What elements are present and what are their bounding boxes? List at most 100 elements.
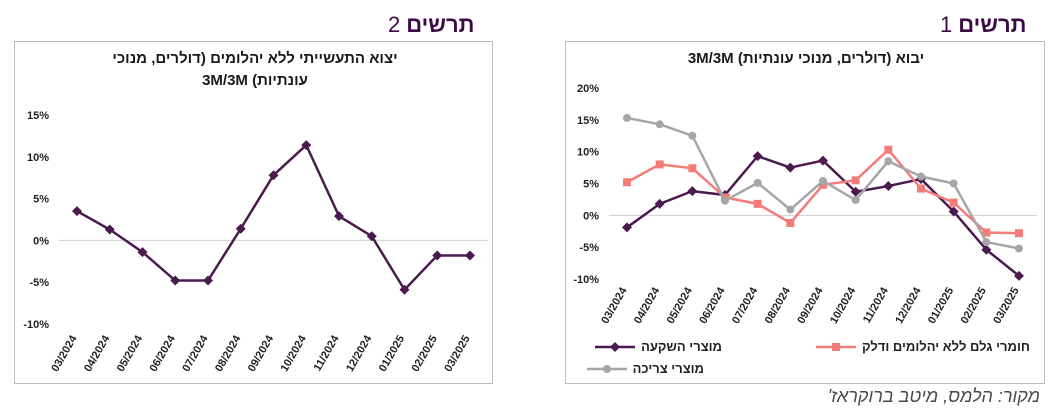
left-xtick-label: 10/2024 (279, 333, 310, 374)
left-xtick-label: 03/2025 (442, 334, 472, 374)
right-xtick-label: 03/2024 (599, 285, 630, 326)
left-point (432, 250, 443, 261)
left-xtick-label: 11/2024 (312, 333, 342, 374)
right-point (753, 178, 762, 187)
right-xtick-label: 01/2025 (926, 286, 956, 326)
left-point (72, 206, 82, 217)
left-point (334, 211, 344, 222)
left-xtick-label: 09/2024 (246, 333, 277, 374)
right-point (688, 131, 697, 140)
right-point (688, 164, 697, 173)
right-point (623, 113, 631, 122)
right-point (982, 228, 991, 237)
left-ytick-label: 15% (27, 110, 49, 122)
left-point (268, 170, 279, 181)
chart-svg-left: -10% -5% 0% 5% 10% 15% 03/2024 04/2024 05/2024 06… (23, 110, 488, 374)
right-point (655, 120, 664, 129)
right-point (785, 162, 796, 173)
left-xtick-label: 03/2024 (49, 333, 80, 374)
left-xtick-label: 08/2024 (213, 333, 244, 374)
right-point (786, 205, 795, 214)
left-point (170, 275, 181, 286)
right-point (1014, 270, 1024, 281)
left-point (203, 275, 213, 286)
left-point (137, 247, 148, 258)
right-point (654, 198, 665, 209)
right-point (883, 181, 894, 192)
right-point (851, 196, 860, 205)
chart-title-right-line-1: יבוא (דולרים, מנוכי עונתיות) 3M/3M (687, 50, 925, 67)
right-point (818, 155, 828, 166)
right-xtick-label: 04/2024 (632, 285, 663, 326)
right-ytick-label: 15% (577, 115, 599, 127)
right-point (622, 222, 632, 233)
right-point (1015, 229, 1023, 238)
right-xtick-label: 12/2024 (893, 285, 924, 326)
right-xtick-label: 07/2024 (730, 285, 761, 326)
right-series-line-0 (626, 154, 1020, 277)
legend-item-investment-goods: מוצרי השקעה (595, 339, 722, 354)
right-point (786, 218, 795, 227)
right-point (981, 244, 992, 255)
right-point (851, 176, 860, 185)
chart-svg-right: -10% -5% 0% 5% 10% 15% 20% 03/2024 04/2024 05/202… (573, 83, 1037, 326)
right-ytick-label: 20% (577, 83, 599, 95)
legend-swatch-investment-goods (595, 340, 636, 354)
left-point (301, 140, 312, 151)
right-point (753, 199, 762, 208)
chart-panel-industrial-exports: יצוא התעשייתי ללא יהלומים (דולרים, מנוכי… (14, 41, 493, 384)
left-ytick-label: -10% (23, 319, 49, 331)
figure-heading-right: תרשים1 (940, 12, 1026, 38)
left-xtick-label: 07/2024 (180, 333, 211, 374)
left-ytick-label: 0% (33, 235, 49, 247)
left-series-line-0 (76, 143, 470, 291)
left-ytick-label: -5% (29, 277, 49, 289)
right-xtick-label: 06/2024 (697, 285, 728, 326)
right-ytick-label: 10% (577, 147, 599, 159)
right-point (850, 186, 861, 197)
chart-title-left-line-1: יצוא התעשייתי ללא יהלומים (דולרים, מנוכי (112, 50, 398, 67)
left-xtick-label: 04/2024 (82, 333, 113, 374)
chart-title-left-line-2: עונתיות) 3M/3M (202, 72, 308, 89)
left-point (399, 284, 410, 295)
left-ytick-label: 5% (33, 194, 49, 206)
left-point (235, 223, 246, 234)
right-xtick-label: 09/2024 (795, 285, 826, 326)
right-point (949, 179, 958, 188)
figure-heading-left-label: תרשים (406, 12, 475, 37)
chart-title-left: יצוא התעשייתי ללא יהלומים (דולרים, מנוכי… (55, 48, 455, 92)
left-point (465, 250, 475, 261)
source-note: מקור: הלמס, מיטב ברוקראז' (827, 386, 1040, 406)
left-xtick-label: 12/2024 (344, 333, 375, 374)
right-ytick-label: 0% (583, 210, 599, 222)
right-point (948, 206, 959, 217)
legend-item-raw-materials: חומרי גלם ללא יהלומים ודלק (816, 339, 1030, 354)
figure-heading-right-label: תרשים (958, 12, 1027, 37)
right-ytick-label: 5% (583, 179, 599, 191)
legend-label-raw-materials: חומרי גלם ללא יהלומים ודלק (862, 339, 1030, 354)
right-xtick-label: 11/2024 (861, 285, 891, 326)
left-ytick-label: 10% (27, 152, 49, 164)
right-point (623, 178, 631, 187)
legend-swatch-consumer-goods (586, 362, 627, 376)
right-point (721, 196, 729, 205)
right-point (949, 198, 958, 207)
figure-heading-left: תרשים2 (388, 12, 474, 38)
right-point (917, 172, 925, 181)
right-point (982, 238, 991, 247)
left-xtick-label: 02/2025 (410, 334, 440, 374)
right-point (917, 184, 925, 193)
left-point (104, 224, 115, 235)
right-xtick-label: 03/2025 (991, 286, 1021, 326)
left-xtick-label: 05/2024 (115, 333, 146, 374)
right-point (687, 186, 698, 197)
right-point (1015, 244, 1023, 253)
right-xtick-label: 10/2024 (828, 285, 859, 326)
left-xtick-label: 01/2025 (377, 334, 407, 374)
right-point (819, 176, 827, 185)
figure-heading-right-number: 1 (940, 12, 953, 37)
legend-swatch-raw-materials (816, 340, 856, 354)
right-ytick-label: -10% (573, 274, 599, 286)
legend-item-consumer-goods: מוצרי צריכה (586, 361, 704, 376)
legend-label-investment-goods: מוצרי השקעה (641, 339, 722, 354)
